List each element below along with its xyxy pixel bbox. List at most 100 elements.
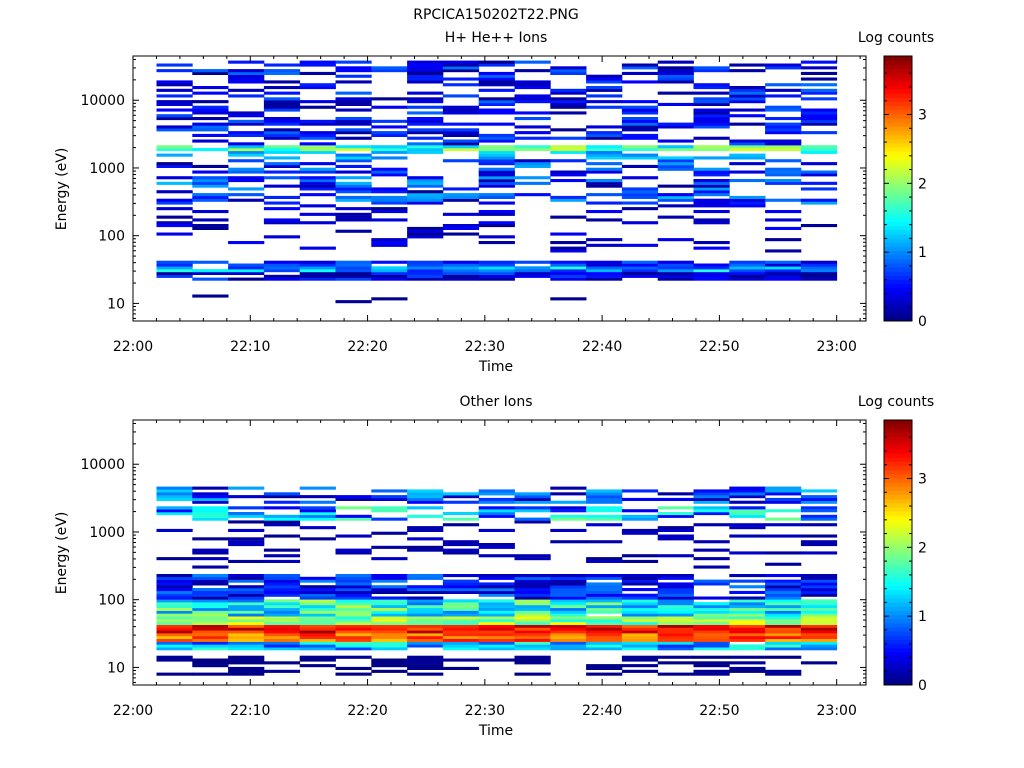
spectrogram-cell [514,627,551,631]
spectrogram-cell [693,122,730,126]
spectrogram-cell [371,260,408,264]
spectrogram-cell [192,514,229,518]
spectrogram-cell [765,579,802,583]
spectrogram-cell [765,582,802,586]
spectrogram-cell [765,599,802,603]
spectrogram-cell [693,125,730,129]
spectrogram-cell [192,71,229,75]
spectrogram-cell [407,77,444,81]
spectrogram-cell [657,644,694,648]
colorbar-swatch [884,614,912,620]
spectrogram-cell [263,613,301,617]
spectrogram-cell [371,621,408,625]
colorbar-swatch [884,436,912,442]
spectrogram-cell [765,492,802,496]
spectrogram-cell [299,131,336,135]
spectrogram-cell [442,495,480,499]
spectrogram-cell [263,91,301,95]
spectrogram-cell [442,647,480,651]
spectrogram-cell [586,136,623,140]
x-tick-label: 22:00 [113,339,153,355]
spectrogram-cell [478,509,515,513]
spectrogram-cell [800,122,838,126]
spectrogram-cell [657,599,694,603]
spectrogram-cell [192,658,229,662]
spectrogram-cell [729,619,766,623]
spectrogram-cell [800,621,838,625]
spectrogram-cell [335,616,372,620]
spectrogram-cell [263,588,301,592]
spectrogram-cell [335,582,372,586]
colorbar-swatch [884,60,912,65]
spectrogram-cell [657,613,694,617]
spectrogram-cell [335,514,372,518]
spectrogram-cell [514,271,551,275]
spectrogram-cell [729,661,766,665]
colorbar-swatch [884,246,912,252]
colorbar-tick-label: 2 [918,540,927,556]
spectrogram-cell [586,201,623,205]
spectrogram-cell [263,156,301,160]
spectrogram-cell [299,624,336,628]
spectrogram-cell [156,114,193,118]
spectrogram-cell [371,545,408,549]
spectrogram-cell [228,621,265,625]
spectrogram-cell [550,528,587,532]
spectrogram-cell [693,266,730,270]
spectrogram-cell [299,613,336,617]
spectrogram-cell [657,534,694,538]
spectrogram-cell [729,108,766,112]
spectrogram-cell [407,201,444,205]
spectrogram-cell [263,661,301,665]
colorbar-swatch [884,283,912,289]
spectrogram-cell [263,599,301,603]
spectrogram-cell [693,641,730,645]
spectrogram-cell [407,599,444,603]
spectrogram-cell [586,125,623,129]
x-axis-label: Time [478,723,513,739]
spectrogram-cell [550,610,587,614]
spectrogram-cell [765,497,802,501]
spectrogram-cell [192,486,229,490]
spectrogram-cell [693,644,730,648]
spectrogram-cell [407,91,444,95]
spectrogram-cell [442,63,480,67]
spectrogram-cell [478,221,515,225]
colorbar-swatch [884,271,912,276]
spectrogram-cell [335,170,372,174]
spectrogram-cell [765,500,802,504]
spectrogram-cell [228,69,265,73]
spectrogram-cell [407,545,444,549]
spectrogram-cell [156,658,193,662]
spectrogram-cell [156,181,193,185]
spectrogram-cell [765,627,802,631]
colorbar-swatch [884,444,912,450]
spectrogram-cell [657,156,694,160]
spectrogram-cell [407,495,444,499]
spectrogram-cell [729,97,766,101]
spectrogram-cell [729,574,766,578]
spectrogram-cell [729,63,766,67]
spectrogram-cell [729,122,766,126]
spectrogram-cell [729,274,766,278]
spectrogram-cell [729,616,766,620]
spectrogram-cell [192,537,229,541]
spectrogram-cell [263,102,301,106]
spectrogram-cell [335,624,372,628]
spectrogram-cell [514,576,551,580]
spectrogram-cell [228,74,265,78]
spectrogram-cell [550,599,587,603]
spectrogram-cell [156,486,193,490]
colorbar-swatch [884,242,912,247]
spectrogram-cell [263,100,301,104]
spectrogram-cell [478,63,515,67]
spectrogram-cell [228,543,265,547]
spectrogram-cell [192,613,229,617]
spectrogram-cell [550,574,587,578]
spectrogram-cell [228,655,265,659]
spectrogram-cell [371,195,408,199]
spectrogram-cell [407,277,444,281]
spectrogram-cell [335,621,372,625]
spectrogram-cell [693,624,730,628]
spectrogram-cell [657,492,694,496]
